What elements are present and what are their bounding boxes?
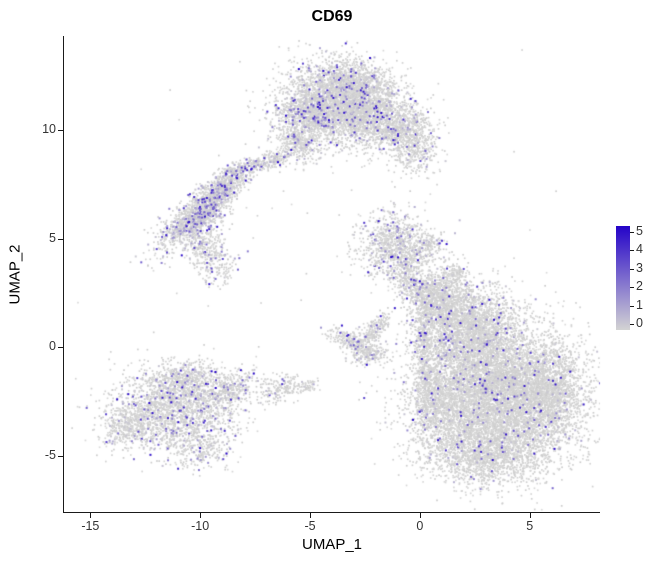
- x-tick-label: -5: [304, 519, 316, 533]
- y-tick-label: 5: [49, 230, 56, 245]
- x-axis-tick: [419, 513, 421, 518]
- x-axis-tick: [529, 513, 531, 518]
- x-axis-tick: [90, 513, 92, 518]
- y-axis-tick: [58, 238, 63, 240]
- y-axis-tick: [58, 130, 63, 132]
- colorbar-tick: [630, 287, 634, 289]
- x-axis-label: UMAP_1: [301, 536, 363, 553]
- y-axis-label-wrap: UMAP_2: [4, 36, 26, 512]
- y-axis-label: UMAP_2: [6, 243, 24, 305]
- colorbar-tick-label: 5: [636, 223, 643, 238]
- colorbar-tick: [630, 250, 634, 252]
- x-tick-label: -15: [81, 519, 100, 533]
- x-tick-label: 5: [526, 519, 534, 533]
- x-tick-label: 0: [416, 519, 424, 533]
- x-axis-tick: [310, 513, 312, 518]
- colorbar-gradient: [616, 226, 630, 330]
- x-axis-line: [63, 512, 600, 513]
- y-axis-tick: [58, 455, 63, 457]
- colorbar-tick-label: 1: [636, 297, 643, 312]
- colorbar-tick-label: 4: [636, 242, 643, 257]
- colorbar-tick: [630, 231, 634, 233]
- y-axis-line: [63, 36, 64, 512]
- colorbar-tick-label: 3: [636, 260, 643, 275]
- x-tick-label: -10: [191, 519, 210, 533]
- colorbar-tick-label: 2: [636, 279, 643, 294]
- y-axis-tick: [58, 347, 63, 349]
- colorbar-tick: [630, 268, 634, 270]
- colorbar-tick: [630, 324, 634, 326]
- y-tick-label: 10: [42, 122, 56, 137]
- y-tick-label: -5: [44, 447, 56, 462]
- y-tick-label: 0: [49, 339, 56, 354]
- colorbar-tick-label: 0: [636, 316, 643, 331]
- x-axis-tick: [200, 513, 202, 518]
- colorbar-tick: [630, 305, 634, 307]
